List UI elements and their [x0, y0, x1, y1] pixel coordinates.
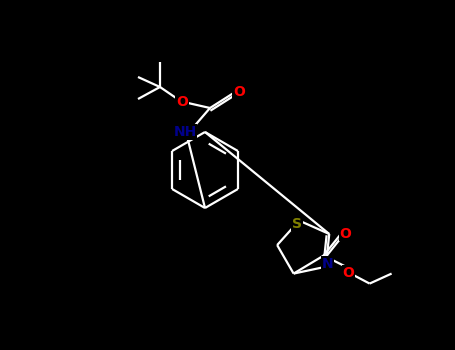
Text: O: O: [340, 226, 352, 240]
Text: N: N: [322, 257, 334, 271]
Text: O: O: [343, 266, 354, 280]
Text: NH: NH: [173, 125, 197, 139]
Text: O: O: [233, 85, 245, 99]
Text: O: O: [176, 95, 188, 109]
Text: S: S: [292, 217, 302, 231]
